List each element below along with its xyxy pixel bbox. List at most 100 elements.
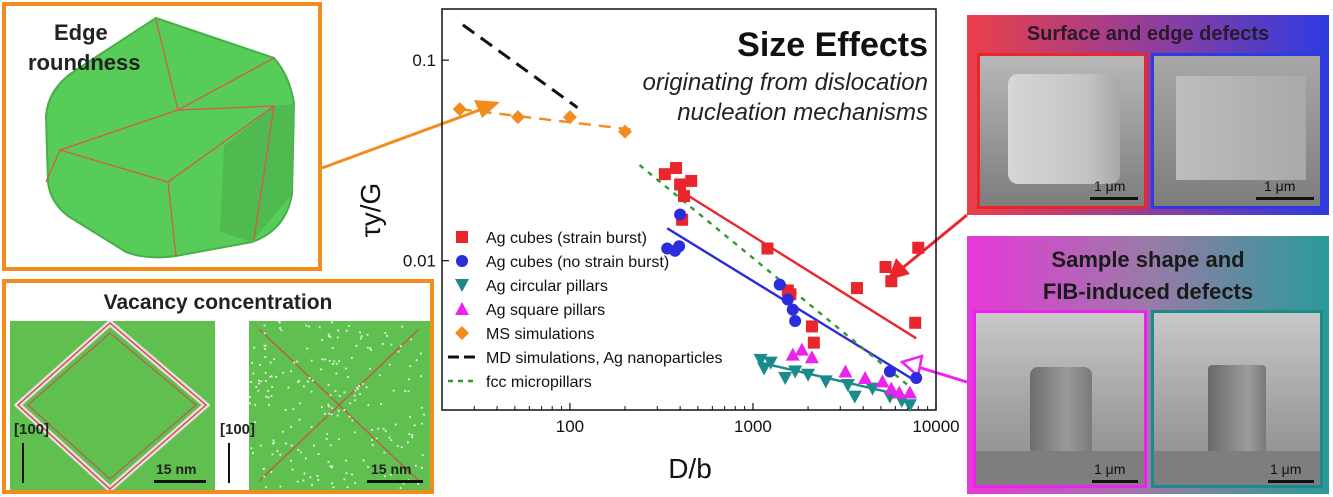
vacancy-speckle: [251, 362, 254, 364]
connector-arrowhead-red: [888, 258, 910, 280]
vacancy-speckle: [329, 336, 332, 338]
square-pillar: [1208, 365, 1266, 451]
vacancy-speckle: [394, 423, 397, 426]
vacancy-high-axis-label: [100]: [220, 421, 256, 438]
vacancy-speckle: [404, 390, 407, 392]
vacancy-speckle: [296, 360, 299, 363]
sample-square-scale-label: 1 μm: [1270, 461, 1302, 477]
vacancy-speckle: [392, 389, 395, 392]
surface-rounded-scale-line: [1090, 197, 1138, 200]
vacancy-speckle: [348, 415, 351, 418]
vacancy-speckle: [383, 475, 386, 478]
point-s3-8: [902, 385, 917, 399]
point-s3-1: [794, 342, 809, 356]
vacancy-speckle: [327, 403, 330, 406]
vacancy-speckle: [329, 444, 332, 447]
vacancy-speckle: [320, 368, 322, 371]
surface-sharp-scale-line: [1256, 197, 1314, 200]
y-tick-label-1: 0.1: [412, 51, 436, 70]
vacancy-speckle: [328, 359, 331, 362]
x-tick-label-2: 10000: [912, 417, 959, 436]
surface-rounded-scale-bar: 1 μm: [1090, 178, 1138, 200]
edge-roundness-title-line2: roundness: [28, 50, 141, 75]
vacancy-speckle: [421, 467, 423, 469]
vacancy-high-diagram: [249, 321, 425, 489]
vacancy-speckle: [271, 442, 274, 445]
point-s4-2: [562, 110, 577, 125]
vacancy-speckle: [399, 487, 402, 489]
vacancy-speckle: [249, 396, 251, 398]
vacancy-speckle: [408, 433, 411, 435]
point-s0-11: [850, 282, 863, 295]
point-s1-3: [674, 208, 687, 221]
vacancy-speckle: [333, 360, 336, 363]
vacancy-speckle: [345, 459, 347, 462]
vacancy-speckle: [298, 379, 301, 382]
legend-label-6: fcc micropillars: [486, 374, 592, 391]
vacancy-speckle: [338, 360, 340, 363]
vacancy-speckle: [262, 468, 265, 470]
vacancy-speckle: [311, 484, 313, 486]
vacancy-speckle: [280, 329, 283, 332]
vacancy-speckle: [397, 350, 400, 353]
chart-subtitle-line1: originating from dislocation: [643, 69, 928, 96]
vacancy-speckle: [386, 335, 388, 337]
vacancy-speckle: [325, 438, 328, 440]
y-axis-label: τy/G: [355, 183, 386, 238]
vacancy-speckle: [383, 451, 386, 454]
connector-arrowhead-magenta: [899, 354, 924, 379]
vacancy-speckle: [310, 359, 313, 362]
vacancy-speckle: [267, 396, 270, 399]
vacancy-speckle: [253, 346, 256, 349]
vacancy-speckle: [359, 337, 362, 340]
nanoparticle-shaded-facet: [220, 104, 294, 242]
vacancy-speckle: [271, 453, 274, 456]
point-s2-4: [788, 365, 803, 379]
edge-roundness-title: Edge roundness: [28, 18, 140, 78]
vacancy-speckle: [264, 344, 267, 347]
point-s1-8: [883, 365, 896, 378]
circular-pillar: [1030, 367, 1092, 451]
vacancy-speckle: [263, 345, 266, 347]
vacancy-speckle: [359, 331, 361, 334]
vacancy-speckle: [420, 352, 422, 355]
vacancy-speckle: [263, 475, 266, 478]
vacancy-speckle: [328, 335, 330, 338]
vacancy-speckle: [328, 412, 331, 415]
connector-line-orange: [321, 106, 486, 170]
vacancy-speckle: [279, 485, 282, 488]
vacancy-speckle: [343, 409, 346, 411]
connector-arrows: [321, 100, 968, 384]
legend-label-4: MS simulations: [486, 326, 594, 343]
vacancy-speckle: [279, 453, 282, 456]
legend-label-3: Ag square pillars: [486, 302, 605, 319]
point-s2-3: [778, 371, 793, 385]
vacancy-speckle: [324, 358, 326, 361]
vacancy-high-axis-arrow: [228, 443, 230, 483]
vacancy-speckle: [345, 367, 347, 370]
vacancy-speckle: [252, 372, 255, 375]
vacancy-speckle: [356, 388, 359, 390]
vacancy-speckle: [348, 325, 351, 327]
vacancy-speckle: [408, 378, 410, 381]
legend-label-5: MD simulations, Ag nanoparticles: [486, 350, 723, 367]
vacancy-speckle: [329, 394, 332, 397]
vacancy-speckle: [359, 393, 361, 395]
vacancy-speckle: [326, 433, 329, 435]
vacancy-speckle: [365, 386, 368, 389]
vacancy-low-scale-bar: 15 nm: [154, 461, 206, 483]
fit-line-5: [461, 23, 579, 109]
vacancy-speckle: [407, 441, 409, 444]
vacancy-concentration-title: Vacancy concentration: [103, 291, 333, 314]
vacancy-speckle: [351, 419, 354, 422]
vacancy-speckle: [310, 426, 313, 429]
vacancy-speckle: [382, 343, 384, 345]
vacancy-speckle: [390, 343, 393, 346]
point-s0-2: [674, 178, 687, 191]
chart-title: Size Effects: [737, 26, 928, 64]
fit-line-0: [675, 187, 917, 340]
vacancy-speckle: [296, 480, 299, 483]
vacancy-speckle: [297, 449, 300, 451]
sample-sem-image-square: 1 μm: [1151, 310, 1323, 488]
vacancy-speckle: [328, 405, 331, 408]
